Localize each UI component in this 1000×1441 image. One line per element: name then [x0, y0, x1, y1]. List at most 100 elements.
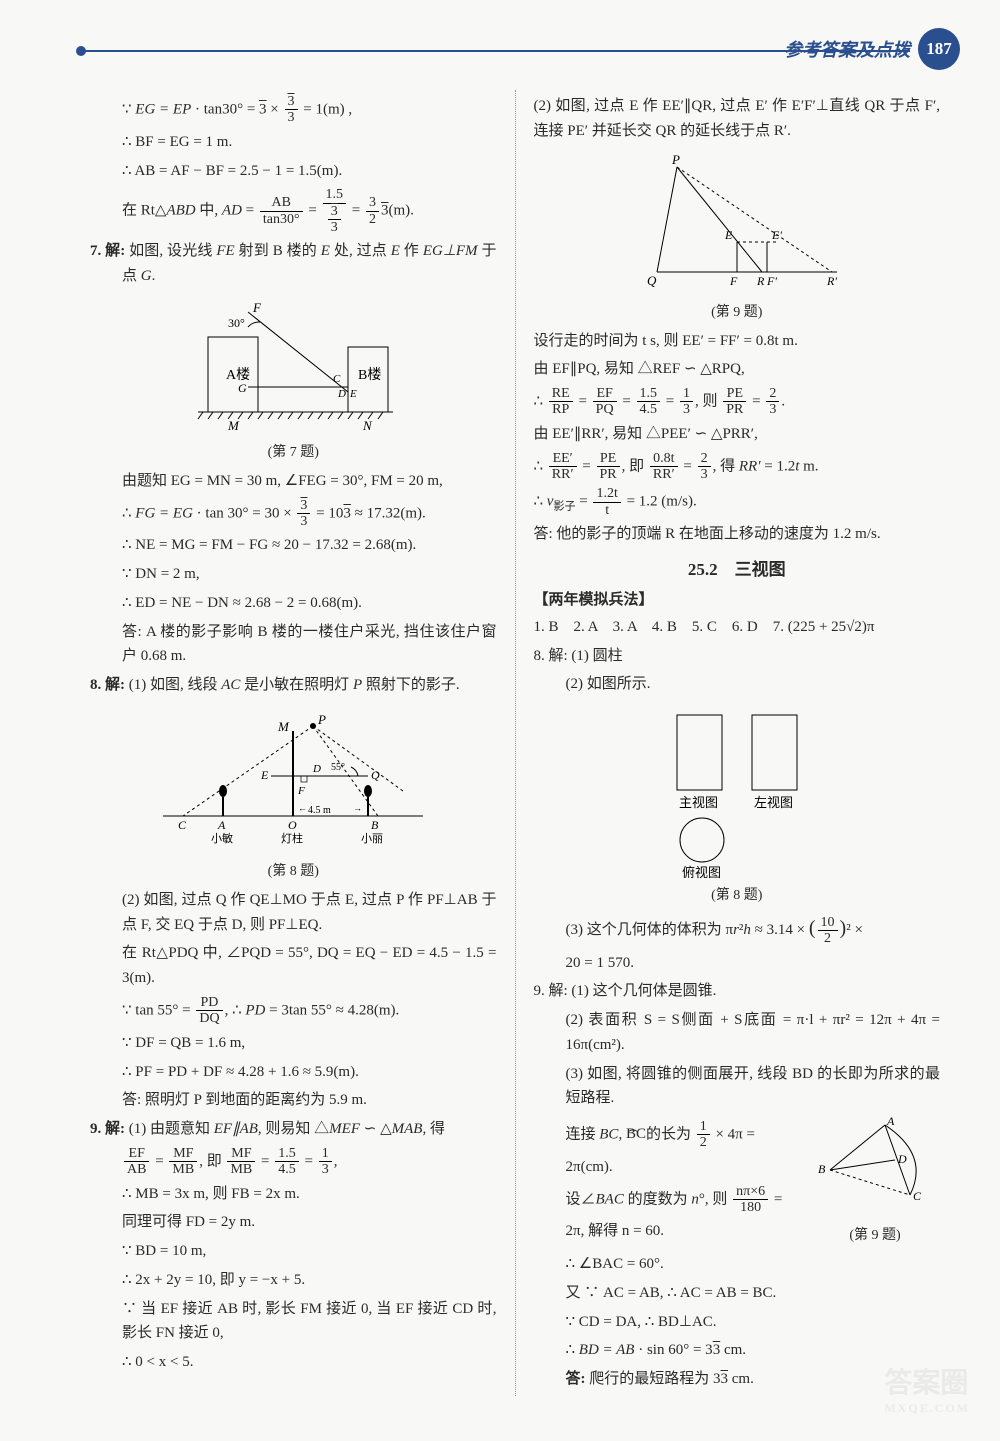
svg-text:A: A: [217, 818, 226, 832]
line: (3) 这个几何体的体积为 πr²h ≈ 3.14 × (102)² ×: [534, 912, 941, 946]
line: ∴ 0 < x < 5.: [90, 1350, 497, 1375]
svg-text:←: ←: [298, 803, 307, 813]
line: 又 ∵ AC = AB, ∴ AC = AB = BC.: [534, 1281, 941, 1306]
line: (2) 如图, 过点 Q 作 QE⊥MO 于点 E, 过点 P 作 PF⊥AB …: [90, 888, 497, 938]
q8: 8. 解: (1) 如图, 线段 AC 是小敏在照明灯 P 照射下的影子.: [90, 673, 497, 698]
line: EFAB = MFMB, 即 MFMB = 1.54.5 = 13,: [90, 1146, 497, 1178]
figure-caption: (第 9 题): [810, 1224, 940, 1244]
svg-text:N: N: [362, 418, 373, 433]
svg-text:P: P: [317, 712, 326, 727]
line: ∴ ∠BAC = 60°.: [534, 1252, 941, 1277]
line: 同理可得 FD = 2y m.: [90, 1210, 497, 1235]
svg-text:C: C: [913, 1189, 922, 1203]
q9: 9. 解: (1) 由题意知 EF∥AB, 则易知 △MEF ∽ △MAB, 得: [90, 1117, 497, 1142]
svg-text:A: A: [886, 1115, 895, 1128]
svg-text:R: R: [756, 274, 765, 288]
line: (2) 如图所示.: [534, 672, 941, 697]
svg-text:小敏: 小敏: [211, 831, 233, 845]
label: B楼: [358, 367, 381, 383]
svg-text:F: F: [297, 785, 305, 797]
line: ∵ DN = 2 m,: [90, 562, 497, 587]
q7: 7. 解: 如图, 设光线 FE 射到 B 楼的 E 处, 过点 E 作 EG⊥…: [90, 239, 497, 289]
svg-text:E: E: [724, 228, 733, 242]
figure-caption: (第 7 题): [90, 441, 497, 461]
svg-text:→: →: [353, 803, 362, 813]
line: 在 Rt△ABD 中, AD = ABtan30° = 1.533 = 323(…: [90, 187, 497, 235]
line: ∴ BD = AB · sin 60° = 33 cm.: [534, 1338, 941, 1363]
page: 参考答案及点拨 187 ∵ EG = EP · tan30° = 3 × 33 …: [0, 0, 1000, 1426]
line: ∴ ED = NE − DN ≈ 2.68 − 2 = 0.68(m).: [90, 591, 497, 616]
line: ∴ EE′RR′ = PEPR, 即 0.8tRR′ = 23, 得 RR′ =…: [534, 451, 941, 483]
svg-text:B: B: [371, 818, 379, 832]
line: ∴ NE = MG = FM − FG ≈ 20 − 17.32 = 2.68(…: [90, 533, 497, 558]
svg-text:E: E: [260, 768, 269, 782]
svg-text:B: B: [818, 1162, 826, 1176]
line: ∵ EG = EP · tan30° = 3 × 33 = 1(m) ,: [90, 94, 497, 126]
svg-text:C: C: [178, 818, 187, 832]
sub-title: 【两年模拟兵法】: [534, 588, 941, 609]
line: (3) 如图, 将圆锥的侧面展开, 线段 BD 的长即为所求的最短路程.: [534, 1062, 941, 1112]
svg-text:F: F: [252, 300, 262, 315]
figure-views: 主视图 左视图 俯视图 (第 8 题): [534, 705, 941, 904]
watermark: 答案圈MXQE.COM: [884, 1361, 970, 1416]
svg-text:D: D: [312, 763, 321, 775]
header: 参考答案及点拨 187: [784, 28, 960, 70]
svg-text:P: P: [671, 152, 680, 167]
svg-text:D: D: [337, 388, 346, 400]
content-columns: ∵ EG = EP · tan30° = 3 × 33 = 1(m) , ∴ B…: [80, 90, 950, 1396]
line: ∵ CD = DA, ∴ BD⊥AC.: [534, 1310, 941, 1335]
line: 答: 他的影子的顶端 R 在地面上移动的速度为 1.2 m/s.: [534, 522, 941, 547]
line: 20 = 1 570.: [534, 951, 941, 976]
svg-text:R′: R′: [826, 274, 837, 288]
line: ∴ AB = AF − BF = 2.5 − 1 = 1.5(m).: [90, 159, 497, 184]
line: ∴ RERP = EFPQ = 1.54.5 = 13, 则 PEPR = 23…: [534, 386, 941, 418]
line: (2) 如图, 过点 E 作 EE′∥QR, 过点 E′ 作 E′F′⊥直线 Q…: [534, 94, 941, 144]
figure-9b: A B C D (第 9 题): [810, 1115, 940, 1244]
line: 答: A 楼的影子影响 B 楼的一楼住户采光, 挡住该住户窗户 0.68 m.: [90, 620, 497, 670]
section-title: 25.2 三视图: [534, 555, 941, 580]
figure-caption: (第 8 题): [90, 860, 497, 880]
figure-8-left: M P E D Q F 55° C: [90, 706, 497, 880]
svg-text:主视图: 主视图: [679, 795, 718, 810]
svg-text:左视图: 左视图: [754, 795, 793, 810]
left-column: ∵ EG = EP · tan30° = 3 × 33 = 1(m) , ∴ B…: [80, 90, 515, 1396]
line: ∴ v影子 = 1.2tt = 1.2 (m/s).: [534, 486, 941, 518]
q8-right: 8. 解: (1) 圆柱: [534, 644, 941, 669]
line: 由 EE′∥RR′, 易知 △PEE′ ∽ △PRR′,: [534, 422, 941, 447]
svg-text:D: D: [897, 1152, 907, 1166]
svg-text:O: O: [288, 818, 297, 832]
line: ∴ 2x + 2y = 10, 即 y = −x + 5.: [90, 1268, 497, 1293]
svg-text:俯视图: 俯视图: [682, 865, 721, 880]
svg-text:G: G: [238, 381, 247, 395]
line: ∴ MB = 3x m, 则 FB = 2x m.: [90, 1182, 497, 1207]
svg-text:Q: Q: [371, 768, 380, 782]
line: ∵ BD = 10 m,: [90, 1239, 497, 1264]
line: 由题知 EG = MN = 30 m, ∠FEG = 30°, FM = 20 …: [90, 469, 497, 494]
svg-text:Q: Q: [647, 273, 657, 288]
page-number: 187: [918, 28, 960, 70]
line: ∵ 当 EF 接近 AB 时, 影长 FM 接近 0, 当 EF 接近 CD 时…: [90, 1297, 497, 1347]
svg-text:55°: 55°: [331, 762, 345, 773]
line: ∴ BF = EG = 1 m.: [90, 130, 497, 155]
right-column: (2) 如图, 过点 E 作 EE′∥QR, 过点 E′ 作 E′F′⊥直线 Q…: [515, 90, 951, 1396]
line: 设行走的时间为 t s, 则 EE′ = FF′ = 0.8t m.: [534, 329, 941, 354]
line: (2) 表面积 S = S侧面 + S底面 = π·l + πr² = 12π …: [534, 1008, 941, 1058]
svg-text:E′: E′: [771, 228, 782, 242]
line: 连接 BC, ⌢BC的长为 12 × 4π =: [534, 1119, 811, 1151]
svg-text:小丽: 小丽: [361, 832, 383, 845]
svg-text:F′: F′: [766, 274, 777, 288]
svg-text:灯柱: 灯柱: [281, 831, 303, 845]
svg-text:30°: 30°: [228, 316, 245, 330]
figure-9-top: P E E′ Q F R F′ R′ (第 9 题): [534, 152, 941, 321]
line: 在 Rt△PDQ 中, ∠PQD = 55°, DQ = EQ − ED = 4…: [90, 941, 497, 991]
header-title: 参考答案及点拨: [784, 36, 910, 62]
line: 答: 爬行的最短路程为 33 cm.: [534, 1367, 941, 1392]
svg-text:4.5 m: 4.5 m: [308, 805, 331, 816]
q9-right: 9. 解: (1) 这个几何体是圆锥.: [534, 979, 941, 1004]
svg-text:C: C: [333, 373, 341, 385]
line: ∵ DF = QB = 1.6 m,: [90, 1031, 497, 1056]
line: 由 EF∥PQ, 易知 △REF ∽ △RPQ,: [534, 357, 941, 382]
figure-caption: (第 9 题): [534, 301, 941, 321]
line: 答: 照明灯 P 到地面的距离约为 5.9 m.: [90, 1088, 497, 1113]
line: 设∠BAC 的度数为 n°, 则 nπ×6180 =: [534, 1184, 811, 1216]
